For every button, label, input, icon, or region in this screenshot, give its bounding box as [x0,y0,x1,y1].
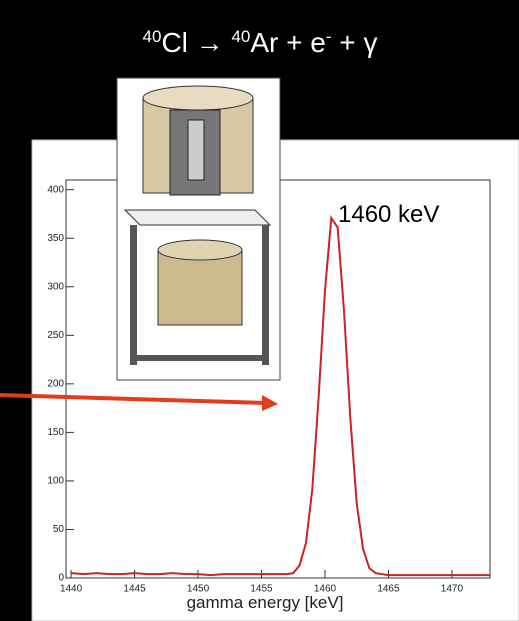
x-axis-label: gamma energy [keV] [187,593,344,612]
x-tick-label: 1455 [250,584,273,595]
superscript: 40 [143,27,162,46]
leg [130,225,137,365]
y-tick-label: 200 [47,378,64,389]
y-tick-label: 50 [53,524,65,535]
y-tick-label: 350 [47,233,64,244]
slide-title: 40Cl → 40Ar + e- + γ [143,27,378,58]
x-tick-label: 1450 [187,584,210,595]
x-tick-label: 1445 [123,584,146,595]
y-tick-label: 150 [47,427,64,438]
x-tick-label: 1465 [377,584,400,595]
y-tick-label: 250 [47,330,64,341]
shield-top [142,85,254,111]
x-tick-label: 1460 [314,584,337,595]
title-text: + γ [332,27,378,58]
title-text: Cl → [161,27,231,58]
base [130,355,269,361]
table [123,209,272,226]
peak-annotation: 1460 keV [338,201,439,228]
y-tick-label: 400 [47,184,64,195]
superscript: - [326,27,332,46]
y-tick-label: 100 [47,476,64,487]
detector-inset [116,77,281,381]
spectrum-line [71,214,490,577]
superscript: 40 [231,27,250,46]
plot: 0 50 100 150 200 250 300 350 400 1440 1445 1450 1455… [47,179,491,612]
x-tick-label: 1470 [441,584,464,595]
y-tick-label: 0 [58,573,64,584]
leg [262,225,269,365]
title-text: Ar + e [250,27,325,58]
crystal [187,119,205,181]
y-tick-label: 300 [47,281,64,292]
x-tick-label: 1440 [60,584,83,595]
arrow-head [262,395,278,411]
dewar [157,249,243,326]
arrow-line [0,393,267,405]
dewar-top [157,239,243,261]
